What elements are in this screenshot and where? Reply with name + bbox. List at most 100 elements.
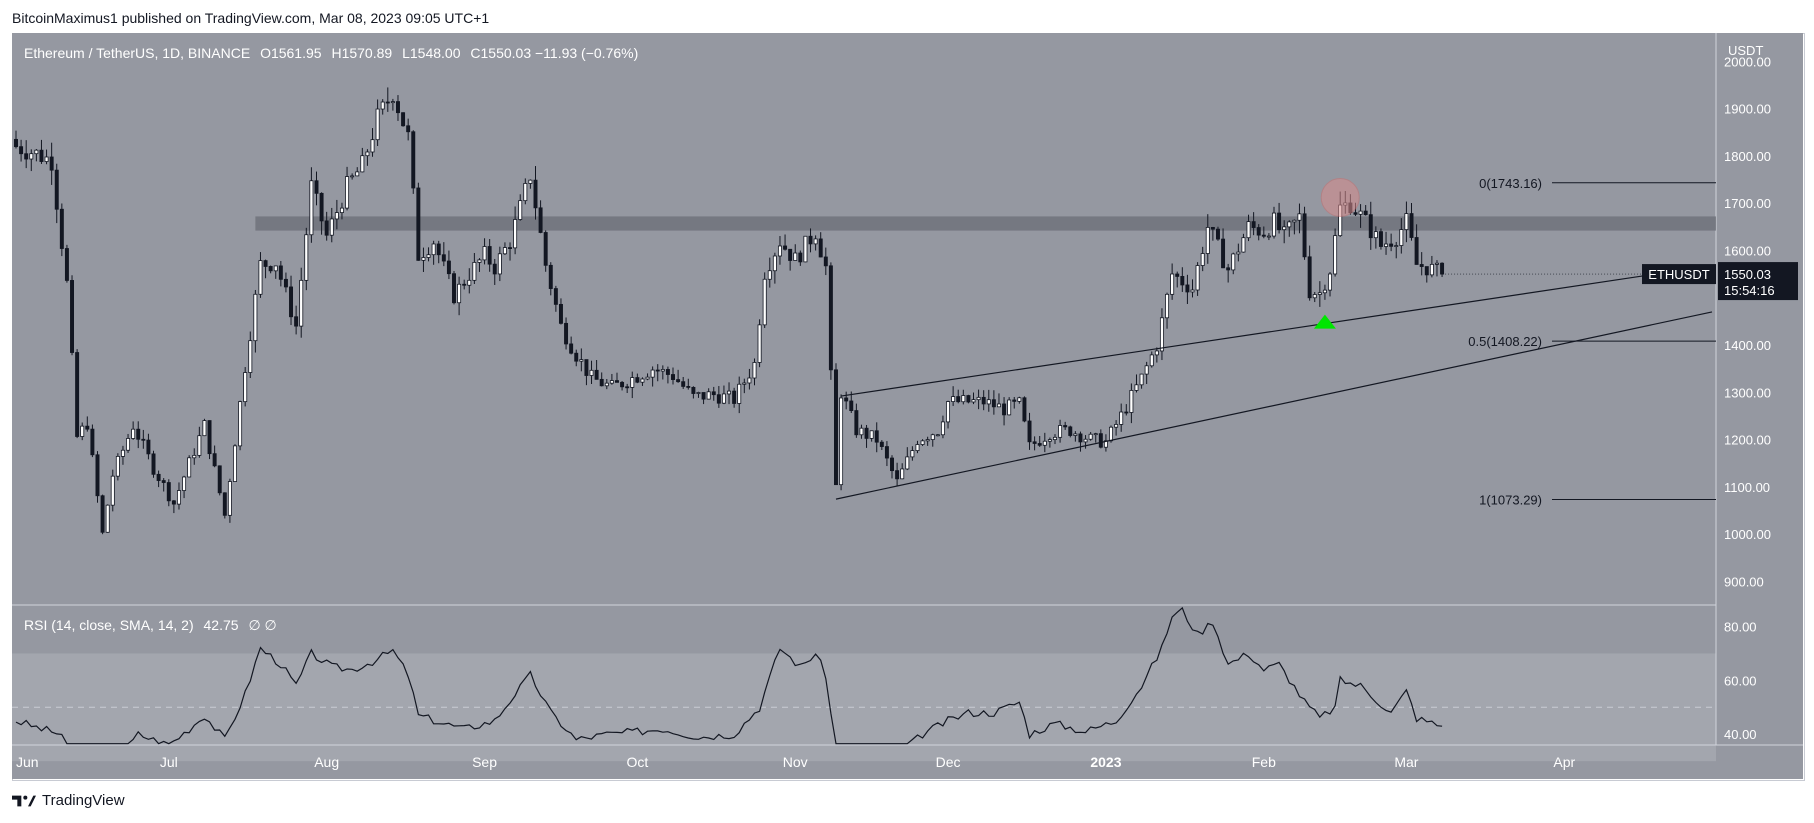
- candle-body: [854, 410, 859, 436]
- candle-body: [1058, 425, 1063, 438]
- tradingview-brand[interactable]: TradingView: [12, 792, 125, 809]
- candle-body: [879, 441, 884, 447]
- candle: [569, 336, 574, 355]
- candle: [1399, 218, 1404, 254]
- candle-body: [996, 403, 1001, 408]
- candle-body: [411, 131, 416, 189]
- candle: [1424, 266, 1429, 283]
- candle-body: [966, 395, 971, 403]
- candle: [1154, 347, 1159, 363]
- candle-body: [747, 377, 752, 384]
- candle: [879, 440, 884, 451]
- candle: [436, 240, 441, 264]
- candle: [513, 206, 518, 255]
- candle: [1129, 383, 1134, 424]
- candle: [375, 99, 380, 147]
- candle: [884, 441, 889, 467]
- candle-body: [1373, 231, 1378, 239]
- candle-body: [1389, 243, 1394, 247]
- candle-body: [1358, 210, 1363, 215]
- candle-body: [1007, 399, 1012, 416]
- candle: [609, 373, 614, 385]
- candle-body: [935, 434, 940, 437]
- candle-body: [767, 270, 772, 280]
- candle: [289, 275, 294, 326]
- rejection-circle: [1320, 178, 1360, 218]
- candle: [197, 426, 202, 458]
- candle-body: [752, 362, 757, 379]
- high-value: 1570.89: [341, 45, 393, 61]
- candle-body: [1409, 213, 1414, 238]
- candle: [1394, 241, 1399, 259]
- candle: [411, 130, 416, 194]
- price-chart[interactable]: 0(1743.16) 0.5(1408.22) 1(1073.29) 2000.00…: [12, 33, 1803, 779]
- candle-body: [177, 490, 181, 505]
- candle: [630, 371, 635, 399]
- candle: [365, 149, 370, 166]
- rsi-tick-80.00: 80.00: [1724, 620, 1757, 635]
- candle: [70, 275, 75, 356]
- candle: [788, 248, 793, 271]
- candle: [1017, 396, 1022, 404]
- candle: [396, 95, 400, 121]
- price-tick-900.00: 900.00: [1724, 574, 1764, 589]
- candle-body: [355, 171, 360, 177]
- candle-body: [1093, 433, 1098, 436]
- candle-body: [706, 391, 711, 400]
- candle-body: [1282, 226, 1287, 231]
- fib-label-0.5: 0.5(1408.22): [1468, 334, 1542, 349]
- candle: [75, 349, 80, 439]
- candle: [472, 253, 477, 285]
- candle: [946, 400, 951, 429]
- time-label-Jun: Jun: [16, 754, 39, 770]
- candle-body: [1017, 397, 1022, 402]
- candle: [1012, 396, 1017, 409]
- candle: [981, 390, 986, 411]
- candle-body: [1185, 284, 1190, 293]
- candle-body: [1378, 231, 1383, 247]
- candle-body: [1434, 262, 1439, 265]
- candle: [1175, 271, 1180, 288]
- candle: [543, 230, 548, 272]
- time-label-Apr: Apr: [1553, 754, 1575, 770]
- fib-label-0: 0(1743.16): [1479, 176, 1542, 191]
- candle: [339, 202, 344, 220]
- candle-body: [925, 439, 930, 442]
- candle: [956, 389, 961, 404]
- candle: [818, 232, 823, 258]
- candle: [217, 465, 222, 496]
- candle-body: [365, 151, 370, 157]
- candle-body: [895, 470, 900, 480]
- candle: [1053, 434, 1057, 445]
- candle: [762, 272, 767, 329]
- candle-body: [166, 482, 171, 502]
- candle: [477, 258, 482, 272]
- candle-body: [421, 257, 426, 261]
- candle: [1047, 437, 1052, 448]
- candle-body: [620, 381, 625, 388]
- candle: [772, 252, 777, 284]
- candle: [345, 166, 350, 211]
- candle-body: [263, 260, 268, 267]
- candle-body: [110, 475, 115, 506]
- close-value: 1550.03: [480, 45, 532, 61]
- candle: [976, 389, 981, 410]
- candle-body: [126, 438, 131, 451]
- symbol-tag: [1642, 264, 1716, 285]
- candle-body: [579, 359, 584, 362]
- candle: [584, 359, 589, 386]
- candle: [294, 305, 299, 335]
- rsi-label: RSI (14, close, SMA, 14, 2): [24, 617, 194, 633]
- candle-body: [360, 155, 365, 173]
- low-value: 1548.00: [409, 45, 461, 61]
- candle-body: [436, 243, 441, 256]
- candle-body: [1114, 424, 1119, 428]
- candle-body: [548, 264, 553, 289]
- candle: [1205, 214, 1210, 264]
- candle: [1328, 272, 1332, 297]
- candle: [187, 455, 192, 478]
- candle-body: [1103, 440, 1108, 448]
- candle: [39, 139, 44, 164]
- candle: [1302, 206, 1307, 260]
- candle-body: [732, 390, 737, 404]
